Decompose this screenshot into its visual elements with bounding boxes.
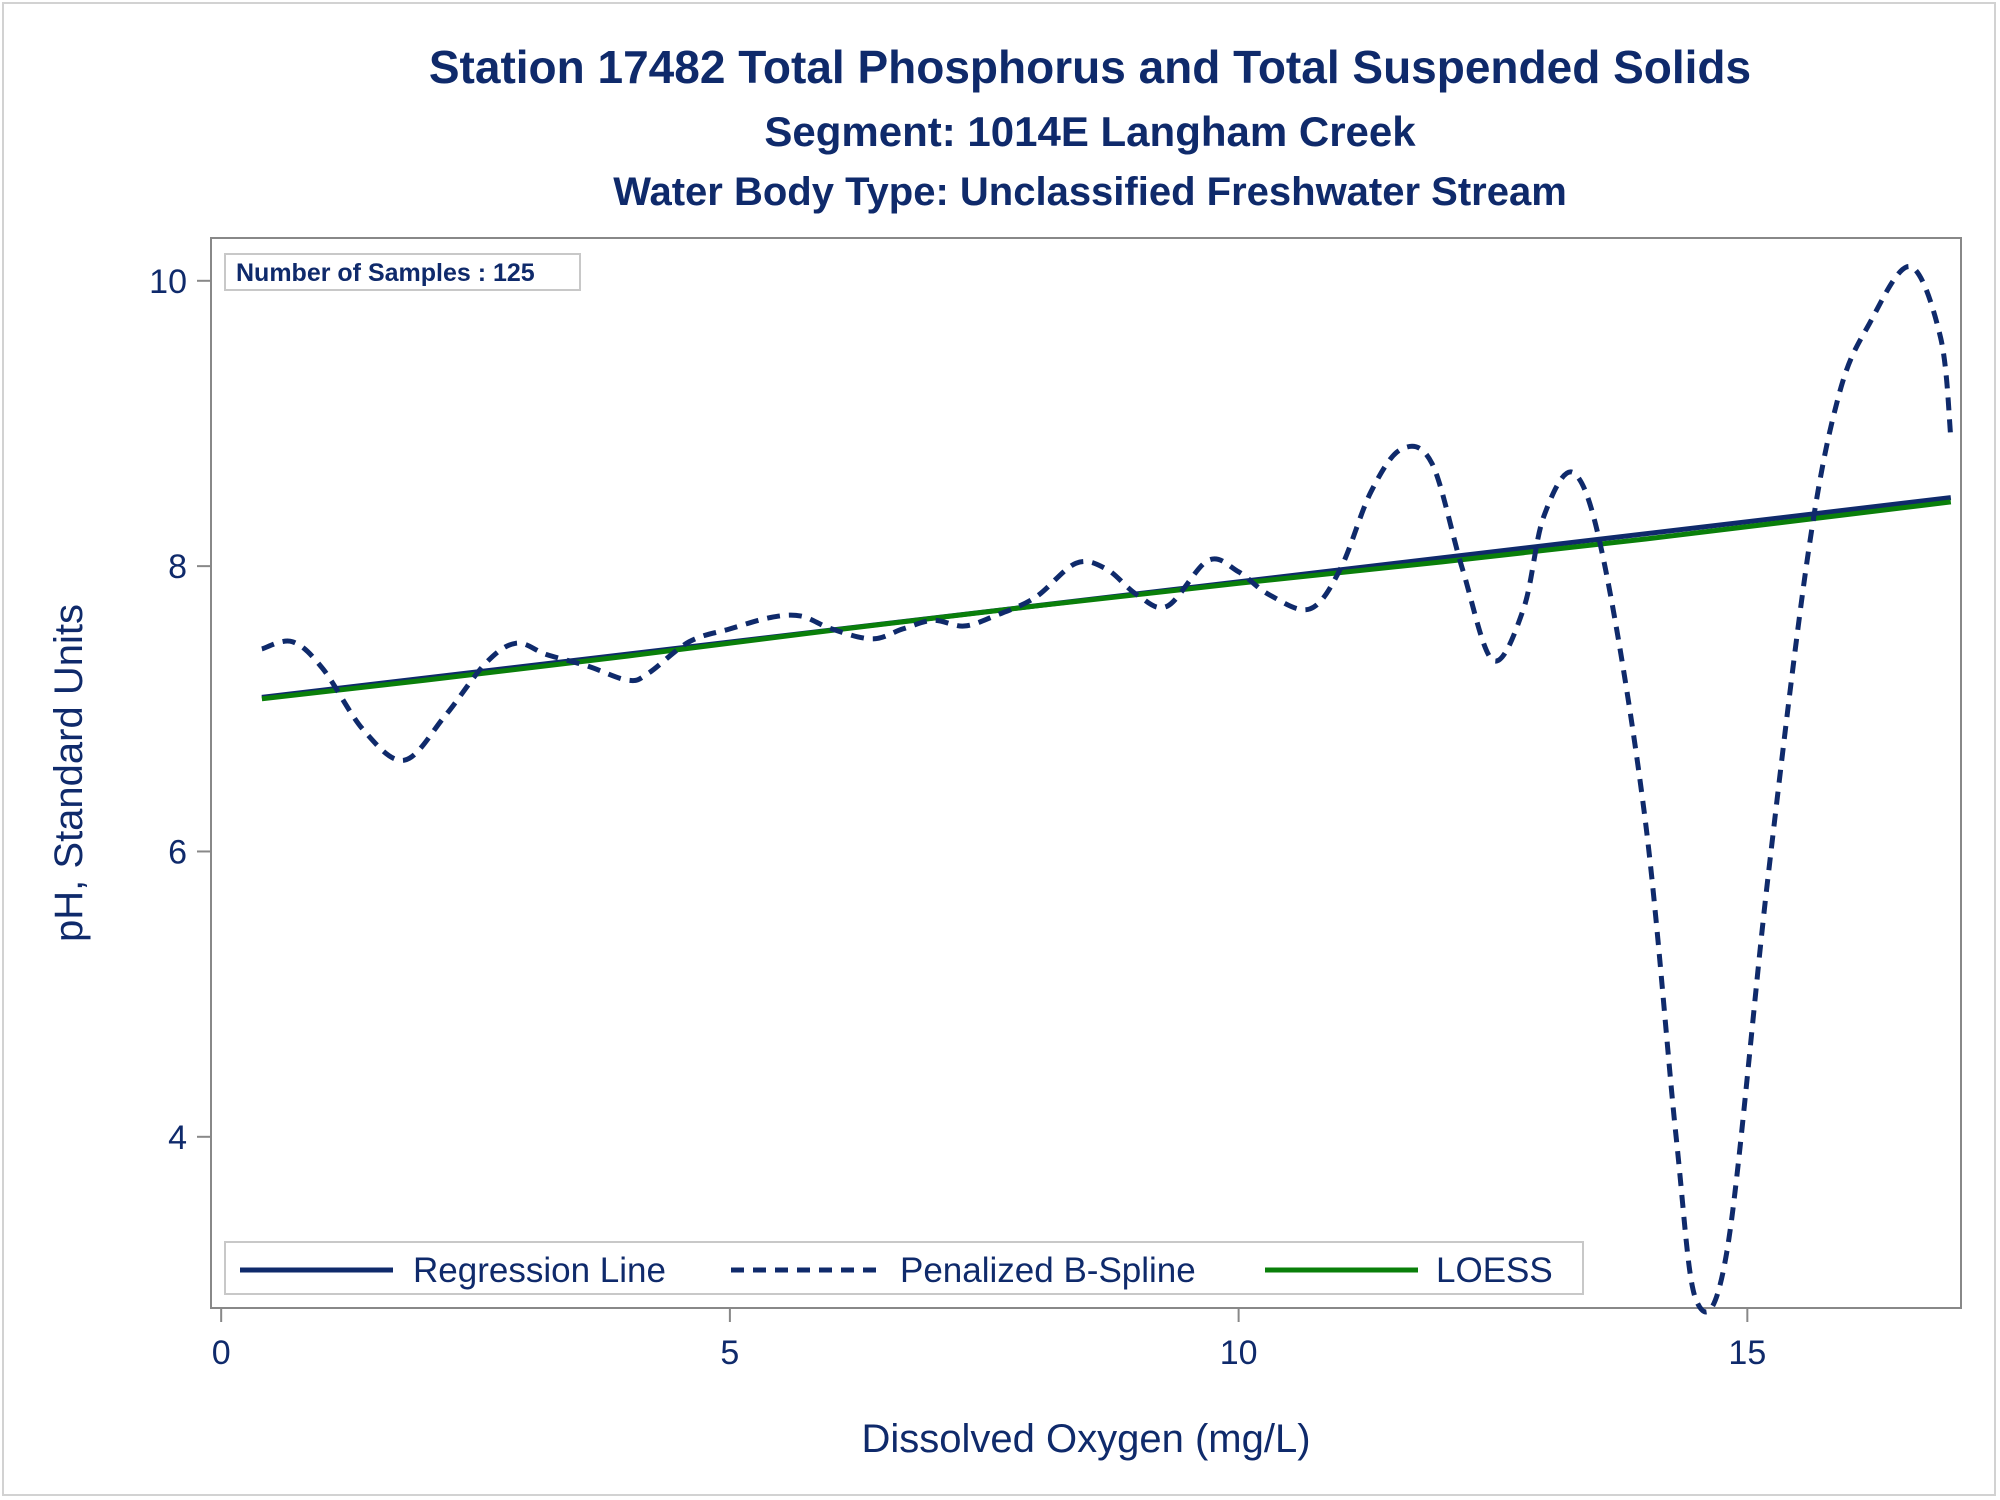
x-tick-label: 10 — [1220, 1334, 1258, 1372]
x-tick-label: 5 — [720, 1334, 739, 1372]
series-group — [261, 264, 1954, 1315]
y-tick-label: 10 — [149, 263, 187, 301]
y-tick-label: 4 — [168, 1119, 187, 1157]
legend-label-spline: Penalized B-Spline — [900, 1251, 1196, 1290]
sample-count-label: Number of Samples : 125 — [236, 259, 535, 287]
plot-area — [210, 237, 1962, 1309]
penalized-b-spline-line — [261, 264, 1954, 1315]
x-tick-label: 0 — [212, 1334, 231, 1372]
x-axis-ticks: 0 5 10 15 — [212, 1308, 1766, 1372]
chart-subtitle: Segment: 1014E Langham Creek — [764, 108, 1416, 155]
chart-title: Station 17482 Total Phosphorus and Total… — [429, 41, 1751, 93]
sample-count-inset: Number of Samples : 125 — [224, 253, 581, 291]
legend-label-loess: LOESS — [1436, 1251, 1553, 1290]
x-tick-label: 15 — [1728, 1334, 1766, 1372]
y-tick-label: 8 — [168, 548, 187, 586]
y-tick-label: 6 — [168, 833, 187, 871]
chart-subtitle-2: Water Body Type: Unclassified Freshwater… — [613, 170, 1567, 214]
y-axis-label: pH, Standard Units — [47, 604, 91, 942]
legend-label-regression: Regression Line — [413, 1251, 666, 1290]
loess-line — [261, 499, 1952, 702]
x-axis-label: Dissolved Oxygen (mg/L) — [861, 1417, 1310, 1461]
y-axis-ticks: 4 6 8 10 — [149, 263, 211, 1157]
sample-count-box — [224, 253, 581, 291]
legend: Regression Line Penalized B-Spline LOESS — [224, 1241, 1584, 1295]
